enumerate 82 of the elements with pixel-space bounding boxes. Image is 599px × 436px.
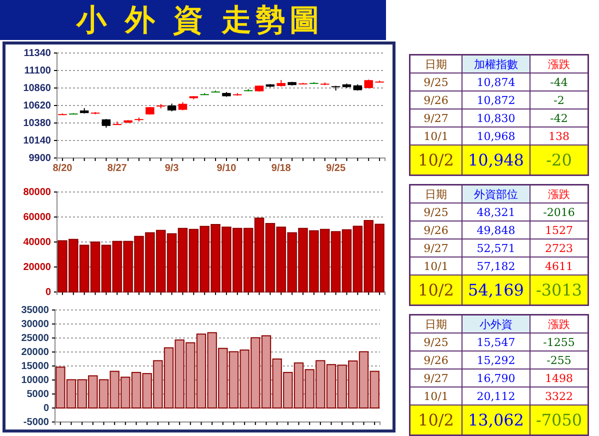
- text: 加權指數: [474, 58, 518, 71]
- text: 10/1: [424, 130, 448, 143]
- x-tick-label: 9/3: [164, 163, 180, 174]
- text: 10,968: [476, 130, 516, 143]
- text: 9/25: [424, 336, 448, 349]
- text: 漲跌: [548, 58, 570, 71]
- y-tick-label: 11340: [24, 48, 52, 60]
- y-tick-label: 0: [45, 287, 52, 298]
- text: 57,182: [476, 260, 516, 273]
- text: 9/27: [424, 112, 448, 125]
- y-tick-label: 10620: [23, 100, 52, 112]
- text: 9/27: [424, 372, 448, 385]
- text: 52,571: [476, 242, 516, 255]
- text: 10,830: [476, 112, 516, 125]
- x-tick-label: 8/20: [52, 163, 73, 174]
- y-tick-label: 10860: [23, 83, 52, 94]
- text: 15,292: [476, 354, 516, 367]
- text: -3013: [536, 280, 582, 300]
- text: 10/2: [418, 280, 454, 300]
- text: 1498: [545, 372, 573, 385]
- text: 9/26: [424, 354, 448, 367]
- text: 4611: [545, 260, 573, 273]
- text: 20,112: [476, 390, 516, 403]
- text: 小外資: [480, 318, 512, 331]
- y-tick-label: 40000: [23, 237, 52, 248]
- y-tick-label: 20000: [21, 347, 50, 358]
- y-tick-label: 35000: [21, 305, 50, 316]
- y-tick-label: -5000: [23, 417, 50, 428]
- text: -255: [546, 354, 572, 367]
- text: 10/2: [418, 150, 454, 170]
- text: 10,874: [476, 76, 516, 89]
- y-tick-label: 10380: [23, 118, 52, 130]
- text: 2723: [545, 242, 573, 255]
- y-tick-label: 5000: [26, 389, 50, 400]
- text: 10,872: [476, 94, 516, 107]
- text: 138: [548, 130, 570, 143]
- text: 48,321: [476, 206, 516, 219]
- text: 10/1: [424, 390, 448, 403]
- text: 13,062: [468, 410, 524, 430]
- text: 16,790: [476, 372, 516, 385]
- text: -2016: [543, 206, 575, 219]
- text: 日期: [425, 318, 447, 331]
- x-tick-label: 8/27: [107, 163, 128, 174]
- text: 9/26: [424, 224, 448, 237]
- chart-title: 小 外 資 走勢圖: [75, 3, 324, 38]
- text: -44: [550, 76, 568, 89]
- text: 漲跌: [548, 318, 570, 331]
- text: 3322: [545, 390, 573, 403]
- text: -7050: [536, 410, 582, 430]
- text: 10,948: [468, 150, 524, 170]
- y-tick-label: 80000: [23, 187, 52, 198]
- text: 9/26: [424, 94, 448, 107]
- y-tick-label: 20000: [23, 262, 52, 274]
- text: 1527: [545, 224, 573, 237]
- text: -42: [550, 112, 568, 125]
- x-tick-label: 9/25: [326, 163, 346, 174]
- y-tick-label: 15000: [21, 361, 50, 372]
- text: 10/2: [418, 410, 454, 430]
- y-tick-label: 10000: [21, 375, 50, 386]
- text: 日期: [425, 58, 447, 71]
- text: 漲跌: [548, 188, 570, 201]
- y-tick-label: 0: [43, 403, 50, 414]
- text: 54,169: [468, 280, 524, 300]
- text: 9/25: [424, 76, 448, 89]
- text: 15,547: [476, 336, 516, 349]
- y-tick-label: 10140: [23, 136, 52, 147]
- y-tick-label: 60000: [23, 212, 52, 224]
- text: 10/1: [424, 260, 448, 273]
- y-tick-label: 9900: [28, 153, 52, 164]
- y-tick-label: 30000: [21, 319, 50, 330]
- text: -20: [546, 150, 572, 170]
- x-tick-label: 9/18: [271, 163, 292, 174]
- y-tick-label: 11100: [24, 66, 52, 77]
- text: 9/27: [424, 242, 448, 255]
- text: -2: [554, 94, 564, 107]
- text: 日期: [425, 188, 447, 201]
- y-tick-label: 25000: [21, 333, 50, 344]
- text: 49,848: [476, 224, 516, 237]
- text: 9/25: [424, 206, 448, 219]
- x-tick-label: 9/10: [216, 163, 237, 174]
- text: -1255: [543, 336, 575, 349]
- text: 外資部位: [474, 188, 518, 201]
